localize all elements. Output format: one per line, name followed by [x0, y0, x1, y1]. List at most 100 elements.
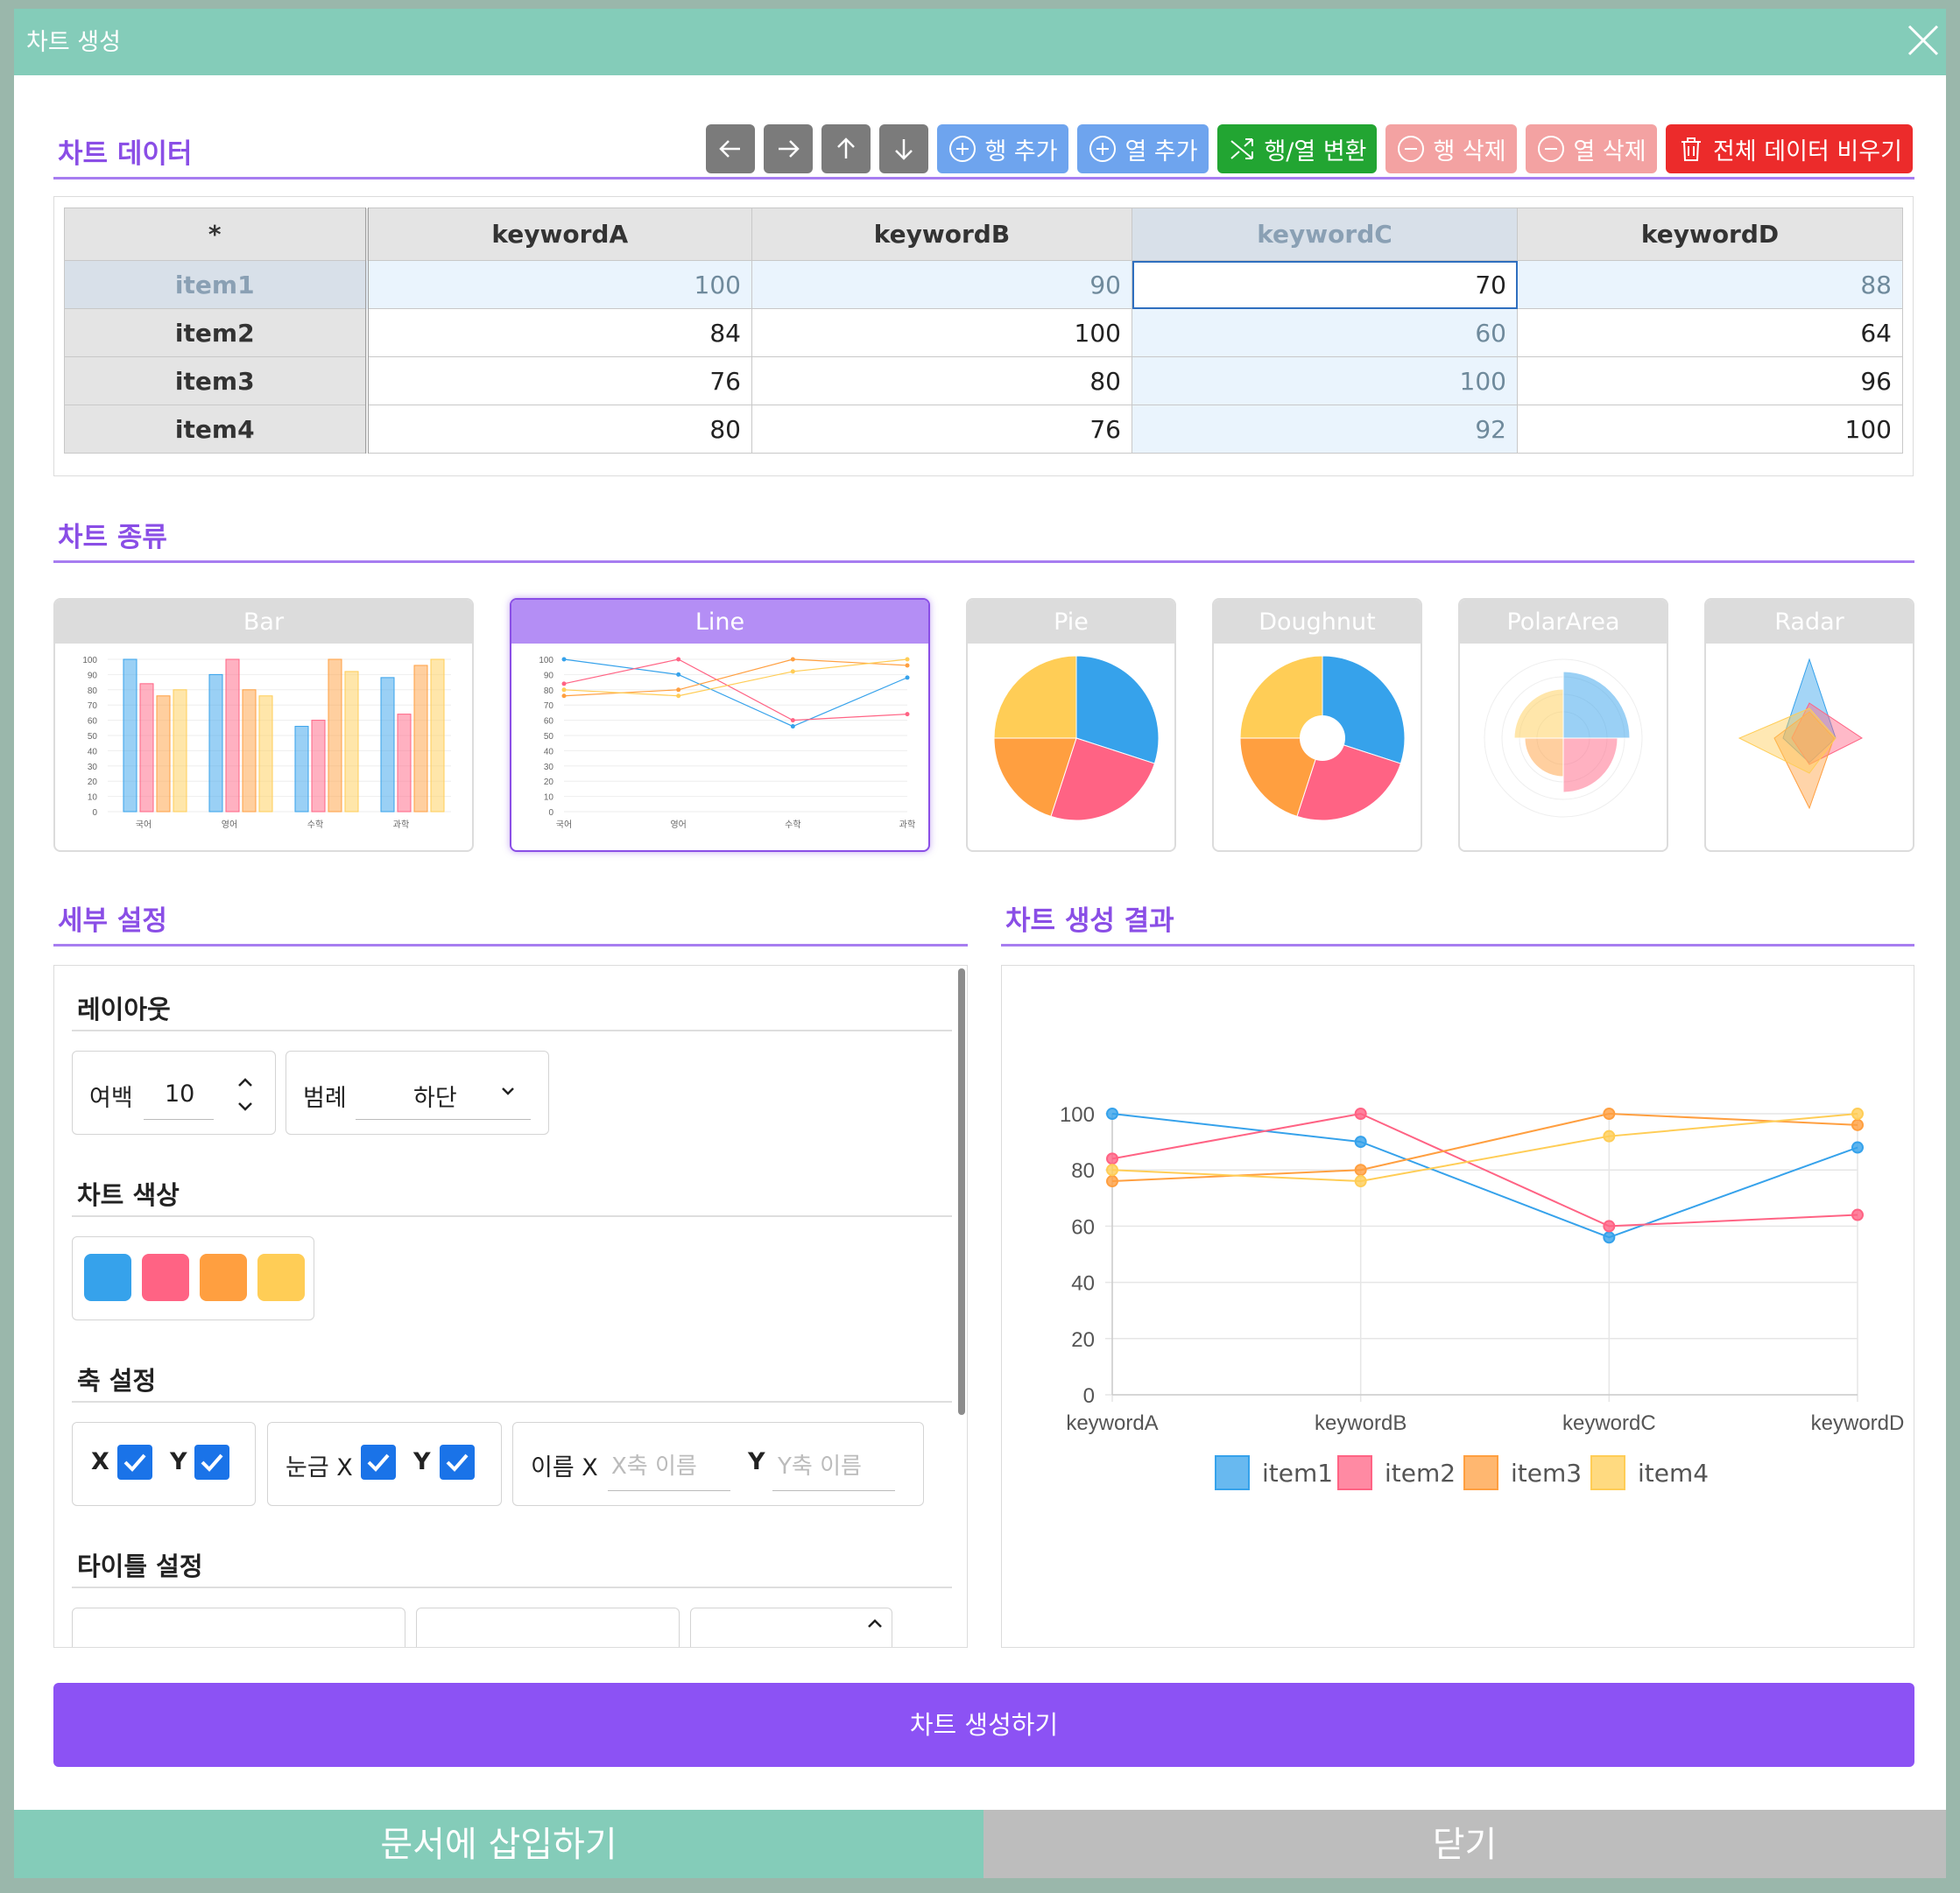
column-header[interactable]: keywordC — [1132, 208, 1518, 261]
thumb-point — [790, 657, 795, 662]
grid-x-label: 눈금 X — [286, 1454, 353, 1481]
title-settings-title: 타이틀 설정 — [77, 1552, 203, 1581]
table-row: item2 84 100 60 64 — [64, 308, 1903, 357]
legend-item[interactable]: item1 — [1215, 1455, 1333, 1490]
x-axis-name-input[interactable]: X축 이름 — [611, 1453, 697, 1480]
add-row-button[interactable]: 행 추가 — [937, 124, 1068, 173]
thumb-y-tick: 10 — [88, 793, 98, 803]
arrow-down-icon — [895, 139, 913, 160]
y-tick-label: 100 — [1060, 1103, 1095, 1127]
grid-x-checkbox[interactable] — [361, 1445, 396, 1480]
legend-label: item1 — [1262, 1458, 1334, 1488]
padding-field[interactable] — [72, 1051, 276, 1135]
table-cell[interactable]: 84 — [364, 308, 752, 357]
insert-into-document-button[interactable]: 문서에 삽입하기 — [14, 1810, 984, 1878]
padding-input[interactable]: 10 — [165, 1080, 195, 1108]
move-right-button[interactable] — [764, 124, 813, 173]
size-field[interactable] — [690, 1608, 892, 1647]
stepper[interactable] — [233, 1070, 257, 1122]
column-header[interactable]: keywordB — [751, 208, 1132, 261]
chart-type-label: Radar — [1706, 600, 1913, 644]
table-cell[interactable]: 100 — [364, 260, 752, 309]
move-up-button[interactable] — [821, 124, 871, 173]
grid-y-checkbox[interactable] — [440, 1445, 475, 1480]
move-down-button[interactable] — [879, 124, 928, 173]
move-left-button[interactable] — [706, 124, 755, 173]
thumb-bar — [380, 677, 395, 813]
legend-select[interactable] — [286, 1051, 549, 1135]
clear-all-button[interactable]: 전체 데이터 비우기 — [1666, 124, 1913, 173]
column-header[interactable]: keywordD — [1517, 208, 1903, 261]
chart-type-label: PolarArea — [1460, 600, 1667, 644]
table-cell[interactable]: 90 — [751, 260, 1132, 309]
column-header[interactable]: keywordA — [364, 208, 752, 261]
check-icon — [123, 1453, 146, 1472]
table-cell[interactable]: 80 — [364, 405, 752, 454]
thumb-bar — [156, 695, 171, 813]
data-point-item2 — [1354, 1108, 1367, 1120]
legend-item[interactable]: item3 — [1463, 1455, 1582, 1490]
polararea-thumbnail — [1484, 658, 1643, 818]
chart-type-doughnut[interactable]: Doughnut — [1212, 598, 1422, 852]
thumb-point — [561, 657, 567, 662]
y-tick-label: 0 — [1083, 1384, 1095, 1408]
data-grid: * keywordA keywordB keywordC keywordD it… — [53, 196, 1914, 476]
chart-type-line[interactable]: Line 100 90 80 70 60 50 40 30 20 10 0 국어 영어 수학 과학 — [510, 598, 930, 852]
legend-value[interactable]: 하단 — [413, 1085, 457, 1112]
axis-y-checkbox[interactable] — [194, 1445, 229, 1480]
row-header[interactable]: item4 — [64, 405, 367, 454]
thumb-bar — [208, 673, 223, 813]
section-title-settings: 세부 설정 — [58, 905, 167, 937]
chart-type-pie[interactable]: Pie — [966, 598, 1176, 852]
table-cell[interactable]: 76 — [751, 405, 1132, 454]
close-icon[interactable] — [1900, 18, 1946, 63]
row-header[interactable]: item3 — [64, 356, 367, 405]
data-point-item2 — [1603, 1220, 1616, 1233]
table-cell[interactable]: 64 — [1517, 308, 1903, 357]
series-line-item4 — [1111, 1113, 1858, 1183]
row-header[interactable]: item2 — [64, 308, 367, 357]
table-cell[interactable]: 88 — [1517, 260, 1903, 309]
generate-chart-button[interactable]: 차트 생성하기 — [53, 1683, 1914, 1767]
arrow-up-icon — [837, 137, 855, 158]
thumb-y-tick: 20 — [88, 778, 98, 787]
corner-cell[interactable]: * — [64, 208, 367, 261]
chart-type-bar[interactable]: Bar 100 90 80 70 60 50 40 30 20 10 0 국어 영어 수학 과학 — [53, 598, 474, 852]
table-cell[interactable]: 100 — [1132, 356, 1518, 405]
color-swatch[interactable] — [257, 1254, 305, 1301]
thumb-bar — [328, 658, 342, 813]
close-button[interactable]: 닫기 — [984, 1810, 1946, 1878]
data-table: * keywordA keywordB keywordC keywordD it… — [64, 208, 1903, 454]
chart-type-radar[interactable]: Radar — [1704, 598, 1914, 852]
row-header[interactable]: item1 — [64, 260, 367, 309]
delete-row-button[interactable]: 행 삭제 — [1385, 124, 1517, 173]
thumb-point — [676, 657, 681, 662]
color-swatch[interactable] — [200, 1254, 247, 1301]
main-title-field[interactable] — [72, 1608, 405, 1647]
legend-item[interactable]: item2 — [1337, 1455, 1456, 1490]
y-axis-name-input[interactable]: Y축 이름 — [778, 1453, 862, 1480]
thumb-line — [563, 658, 908, 697]
settings-scrollbar[interactable] — [958, 968, 965, 1415]
table-cell[interactable]: 80 — [751, 356, 1132, 405]
chevron-up-icon[interactable] — [863, 1611, 887, 1636]
chart-type-polararea[interactable]: PolarArea — [1458, 598, 1668, 852]
table-cell-active[interactable]: 70 — [1132, 260, 1518, 309]
delete-col-label: 열 삭제 — [1573, 137, 1646, 165]
table-cell[interactable]: 100 — [1517, 405, 1903, 454]
legend-item[interactable]: item4 — [1590, 1455, 1709, 1490]
font-select[interactable] — [416, 1608, 680, 1647]
table-cell[interactable]: 92 — [1132, 405, 1518, 454]
color-swatch[interactable] — [142, 1254, 189, 1301]
chevron-down-icon[interactable] — [498, 1081, 518, 1104]
settings-panel[interactable] — [53, 965, 968, 1648]
delete-col-button[interactable]: 열 삭제 — [1526, 124, 1657, 173]
color-swatch[interactable] — [84, 1254, 131, 1301]
table-cell[interactable]: 100 — [751, 308, 1132, 357]
axis-x-checkbox[interactable] — [117, 1445, 152, 1480]
add-col-button[interactable]: 열 추가 — [1077, 124, 1209, 173]
table-cell[interactable]: 76 — [364, 356, 752, 405]
table-cell[interactable]: 96 — [1517, 356, 1903, 405]
transpose-button[interactable]: 행/열 변환 — [1217, 124, 1377, 173]
table-cell[interactable]: 60 — [1132, 308, 1518, 357]
